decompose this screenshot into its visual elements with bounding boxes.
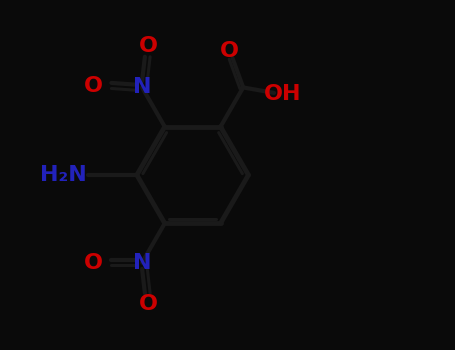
Text: O: O [139,294,158,314]
Text: O: O [220,41,239,61]
Text: OH: OH [264,84,301,104]
Text: O: O [84,253,103,273]
Text: O: O [84,76,103,96]
Text: N: N [133,253,152,273]
Text: O: O [139,36,158,56]
Text: N: N [133,77,152,97]
Text: H₂N: H₂N [40,165,86,185]
